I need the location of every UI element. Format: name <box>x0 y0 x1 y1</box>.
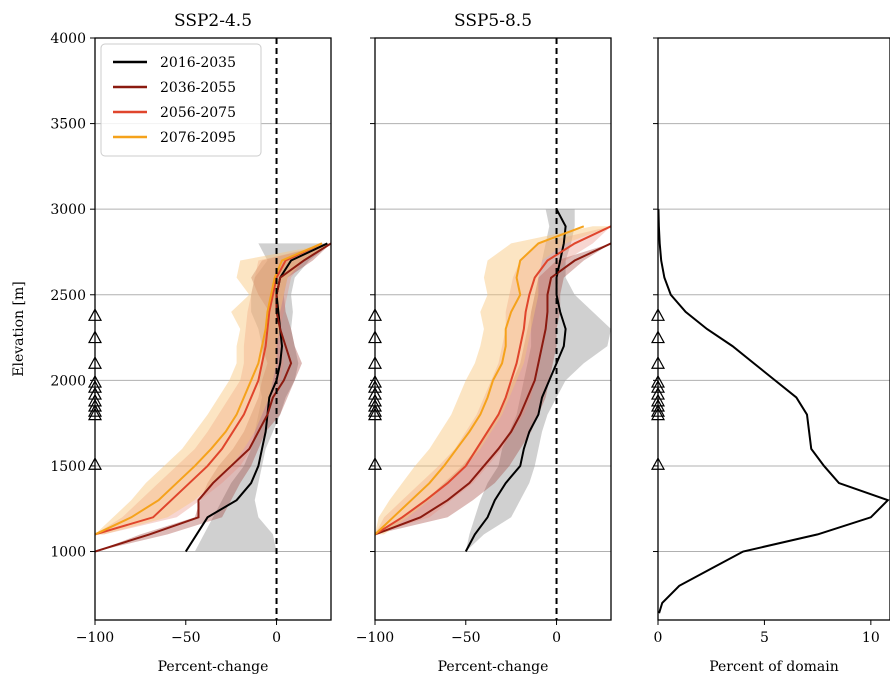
x-axis-label: Percent of domain <box>709 659 839 675</box>
legend-label: 2036-2055 <box>160 80 236 96</box>
y-tick-label: 3500 <box>50 117 86 133</box>
uncertainty-band <box>95 243 331 535</box>
y-tick-label: 2500 <box>50 288 86 304</box>
legend-label: 2016-2035 <box>160 55 236 71</box>
panel-3: 0 5 10 Percent of domain <box>650 37 890 675</box>
uncertainty-band <box>465 209 611 552</box>
panel-1: 1000 1500 2000 2500 3000 3500 4000 −100 −50 0 SSP2… <box>11 11 332 675</box>
panel-title: SSP5-8.5 <box>454 11 532 31</box>
legend-label: 2076-2095 <box>160 130 236 146</box>
series-line <box>375 242 611 536</box>
x-tick-label: −50 <box>451 630 481 646</box>
x-tick-label: 0 <box>552 630 561 646</box>
x-tick-label: 10 <box>862 630 880 646</box>
axes-frame <box>657 37 890 621</box>
series-line <box>375 225 611 536</box>
plot-area <box>658 209 890 614</box>
legend: 2016-2035 2036-2055 2056-2075 2076-2095 <box>100 43 262 157</box>
plot-area <box>95 242 331 553</box>
panel-2: −100 −50 0 SSP5-8.5 Percent-change <box>356 11 612 675</box>
uncertainty-band <box>95 243 331 552</box>
axes-frame <box>374 37 612 621</box>
y-tick-label: 2000 <box>50 373 86 389</box>
legend-label: 2056-2075 <box>160 105 236 121</box>
x-tick-label: −100 <box>76 630 114 646</box>
uncertainty-band <box>375 243 611 535</box>
x-tick-label: 5 <box>760 630 769 646</box>
y-tick-label: 3000 <box>50 202 86 218</box>
series-line <box>464 208 567 552</box>
series-line <box>95 242 323 536</box>
x-axis-label: Percent-change <box>438 659 549 675</box>
y-tick-label: 4000 <box>50 31 86 47</box>
legend-box <box>100 43 262 157</box>
uncertainty-band <box>95 243 331 535</box>
series-line <box>95 242 323 536</box>
x-tick-label: −100 <box>356 630 394 646</box>
series-line <box>95 242 331 553</box>
axes-frame <box>94 37 332 621</box>
x-tick-label: 0 <box>272 630 281 646</box>
x-tick-label: −50 <box>171 630 201 646</box>
y-tick-label: 1500 <box>50 459 86 475</box>
x-axis-label: Percent-change <box>158 659 269 675</box>
x-tick-label: 0 <box>654 630 663 646</box>
y-tick-label: 1000 <box>50 545 86 561</box>
uncertainty-band <box>194 243 331 552</box>
series-line <box>658 209 890 614</box>
series-line <box>375 225 585 536</box>
plot-area <box>375 208 611 552</box>
y-axis-label: Elevation [m] <box>11 281 27 376</box>
panel-title: SSP2-4.5 <box>174 11 252 31</box>
